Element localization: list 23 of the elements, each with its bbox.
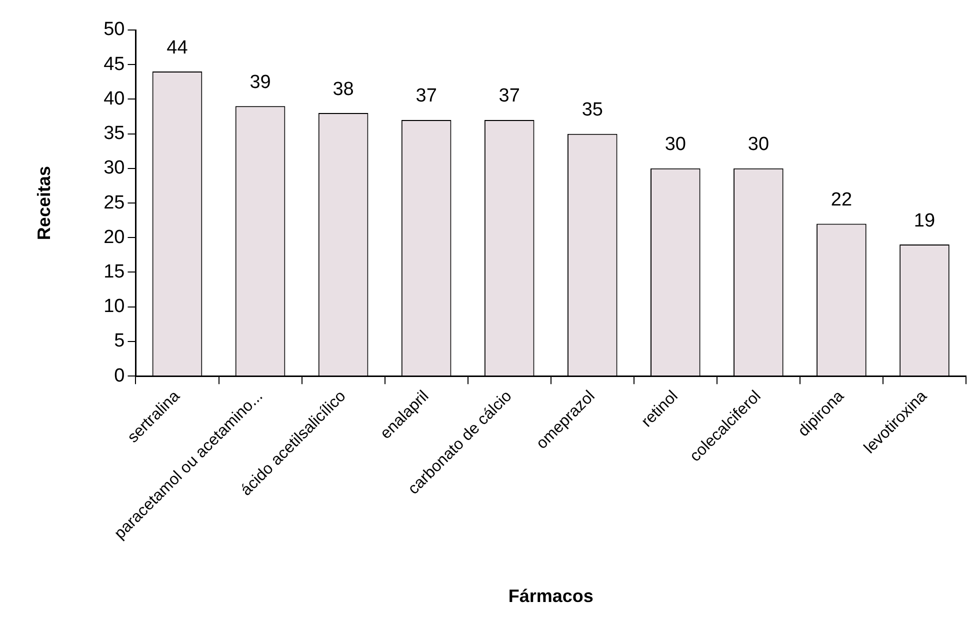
data-label: 37 <box>416 86 437 107</box>
x-axis-title: Fármacos <box>508 586 594 606</box>
data-label: 19 <box>914 210 936 232</box>
data-label: 38 <box>332 78 354 100</box>
y-axis-title: Receitas <box>34 166 54 240</box>
data-label: 44 <box>166 37 188 58</box>
y-tick-label: 30 <box>104 158 125 179</box>
y-tick-label: 40 <box>104 88 125 110</box>
y-tick-label: 45 <box>104 54 125 75</box>
y-tick-label: 20 <box>104 226 125 248</box>
data-label: 39 <box>250 72 271 93</box>
data-label: 22 <box>830 190 852 211</box>
data-label: 37 <box>498 86 520 107</box>
y-tick-label: 35 <box>104 123 125 144</box>
data-label: 30 <box>664 134 686 156</box>
y-tick-label: 50 <box>104 19 125 40</box>
y-tick-label: 10 <box>104 296 125 318</box>
y-tick-label: 15 <box>104 261 125 282</box>
data-label: 30 <box>748 134 770 156</box>
y-tick-label: 5 <box>114 330 125 352</box>
data-label: 35 <box>582 100 603 121</box>
y-tick-label: 25 <box>104 192 125 214</box>
y-tick-label: 0 <box>114 365 125 386</box>
